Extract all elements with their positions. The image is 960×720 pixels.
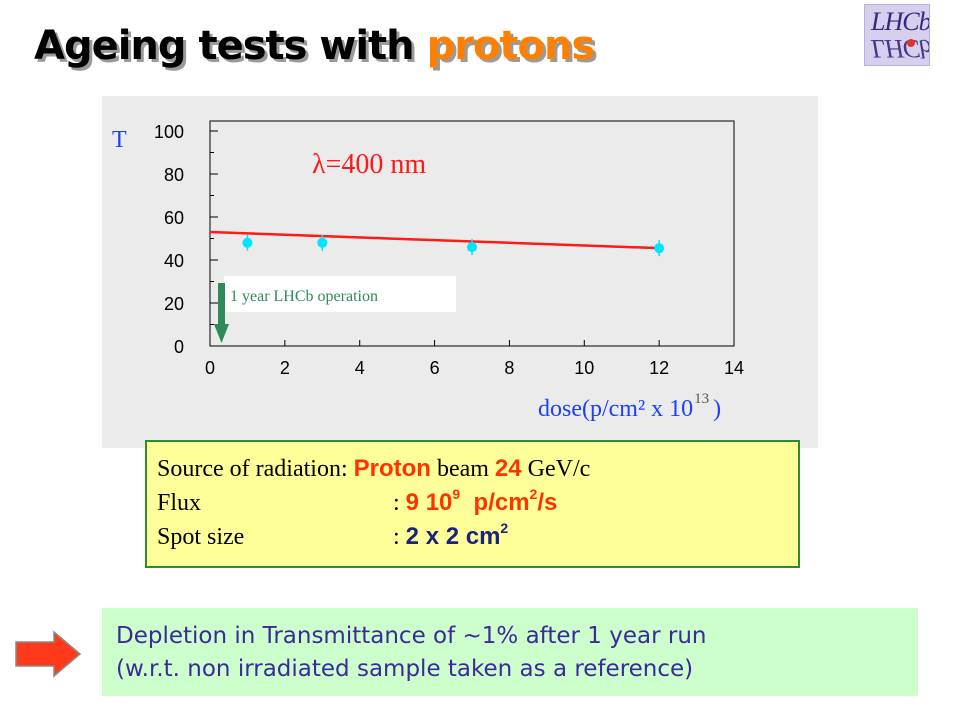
operation-arrow-head [214, 324, 229, 343]
conclusion-line-2: (w.r.t. non irradiated sample taken as a… [116, 656, 694, 682]
x-tick-label: 14 [724, 358, 744, 378]
y-tick-label: 20 [164, 294, 184, 314]
spot-exponent: 2 [500, 520, 509, 536]
y-tick-label: 80 [164, 165, 184, 185]
title-prefix: Ageing tests with [34, 23, 427, 69]
x-tick-label: 10 [574, 358, 594, 378]
x-tick-label: 12 [649, 358, 669, 378]
data-point [467, 242, 477, 253]
flux-unit-exponent: 2 [529, 486, 538, 502]
x-axis-label: dose(p/cm² x 10 [538, 396, 693, 422]
chart-axes [209, 120, 735, 347]
x-tick-label: 2 [280, 358, 290, 378]
source-energy: 24 [494, 455, 522, 482]
plot-frame [209, 120, 735, 347]
operation-arrow-shaft [218, 283, 225, 326]
conclusion-line-1: Depletion in Transmittance of ~1% after … [116, 623, 707, 649]
spot-label: Spot size [157, 524, 245, 550]
source-beam: beam [436, 456, 489, 482]
right-arrow-icon [15, 630, 82, 678]
y-tick-label: 0 [174, 337, 184, 357]
flux-mantissa: 9 10 [405, 489, 453, 516]
y-axis-label: T [112, 127, 127, 153]
chart-labels: 0 20 40 60 80 100 0 2 4 6 8 10 12 14 Tλ=400 nm 1 year L… [112, 122, 744, 422]
data-point [654, 243, 665, 254]
flux-unit: p/cm [473, 489, 530, 516]
flux-exponent: 9 [452, 486, 461, 502]
chart-svg: 0 20 40 60 80 100 0 2 4 6 8 10 12 14 Tλ=400 nm 1 year L… [112, 120, 744, 422]
flux-row: Flux: 9 109 p/cm2/s [157, 486, 790, 520]
slide-title: Ageing tests with protons [34, 22, 596, 70]
conclusion-box: Depletion in Transmittance of ~1% after … [102, 608, 918, 696]
lambda-annotation: λ=400 nm [312, 149, 426, 180]
chart-marks [209, 230, 665, 343]
logo-reflection: LHCb [871, 34, 930, 63]
logo-text: LHCb [871, 7, 930, 36]
operation-annotation: 1 year LHCb operation [230, 288, 378, 305]
spot-row: Spot size: 2 x 2 cm2 [157, 520, 790, 554]
x-axis-label-close: ) [713, 396, 721, 422]
radiation-info-box: Source of radiation: Proton beam 24 GeV/… [145, 440, 800, 568]
source-unit: GeV/c [527, 456, 591, 482]
data-point [242, 237, 253, 248]
flux-label: Flux [157, 490, 202, 516]
source-row: Source of radiation: Proton beam 24 GeV/… [157, 452, 790, 486]
lhcb-logo: LHCb LHCb [864, 4, 930, 66]
x-axis-label-exponent: 13 [694, 391, 709, 407]
spot-size: 2 x 2 cm [405, 523, 501, 550]
source-proton: Proton [353, 455, 431, 482]
x-tick-label: 4 [355, 358, 365, 378]
flux-sep: : [393, 490, 400, 516]
fit-line [209, 230, 660, 250]
x-tick-label: 6 [430, 358, 440, 378]
spot-value: 2 x 2 cm2 [406, 520, 509, 554]
logo-dot [907, 39, 915, 47]
spot-sep: : [393, 524, 400, 550]
flux-unit-end: /s [537, 489, 558, 516]
y-tick-label: 40 [164, 251, 184, 271]
data-point [317, 237, 328, 248]
title-accent: protons [426, 23, 596, 69]
flux-value: 9 109 p/cm2/s [406, 486, 558, 520]
x-tick-label: 8 [504, 358, 514, 378]
operation-annotation-box [224, 276, 456, 312]
source-label: Source of radiation: [157, 456, 348, 482]
y-tick-label: 100 [154, 122, 184, 142]
y-tick-label: 60 [164, 208, 184, 228]
x-tick-label: 0 [205, 358, 215, 378]
